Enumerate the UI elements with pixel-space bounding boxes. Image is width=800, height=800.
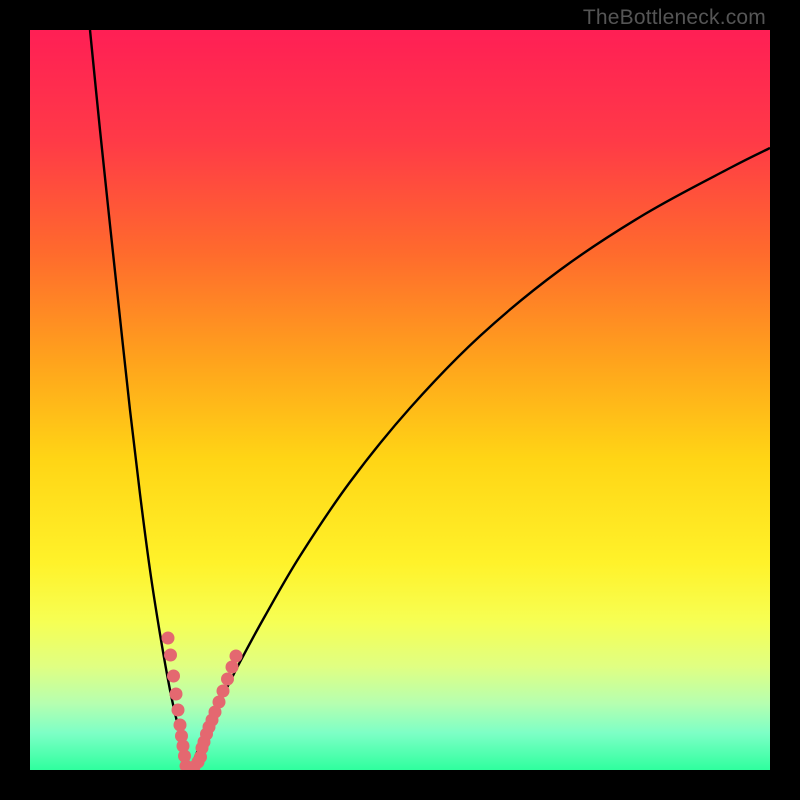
data-markers — [162, 632, 243, 771]
data-marker — [221, 673, 234, 686]
data-marker — [230, 650, 243, 663]
data-marker — [217, 685, 230, 698]
plot-area — [30, 30, 770, 770]
right-curve — [190, 148, 770, 770]
data-marker — [172, 704, 185, 717]
curve-layer — [30, 30, 770, 770]
watermark-text: TheBottleneck.com — [583, 6, 766, 30]
data-marker — [167, 670, 180, 683]
data-marker — [174, 719, 187, 732]
data-marker — [170, 688, 183, 701]
data-marker — [164, 649, 177, 662]
data-marker — [162, 632, 175, 645]
chart-root: TheBottleneck.com — [0, 0, 800, 800]
